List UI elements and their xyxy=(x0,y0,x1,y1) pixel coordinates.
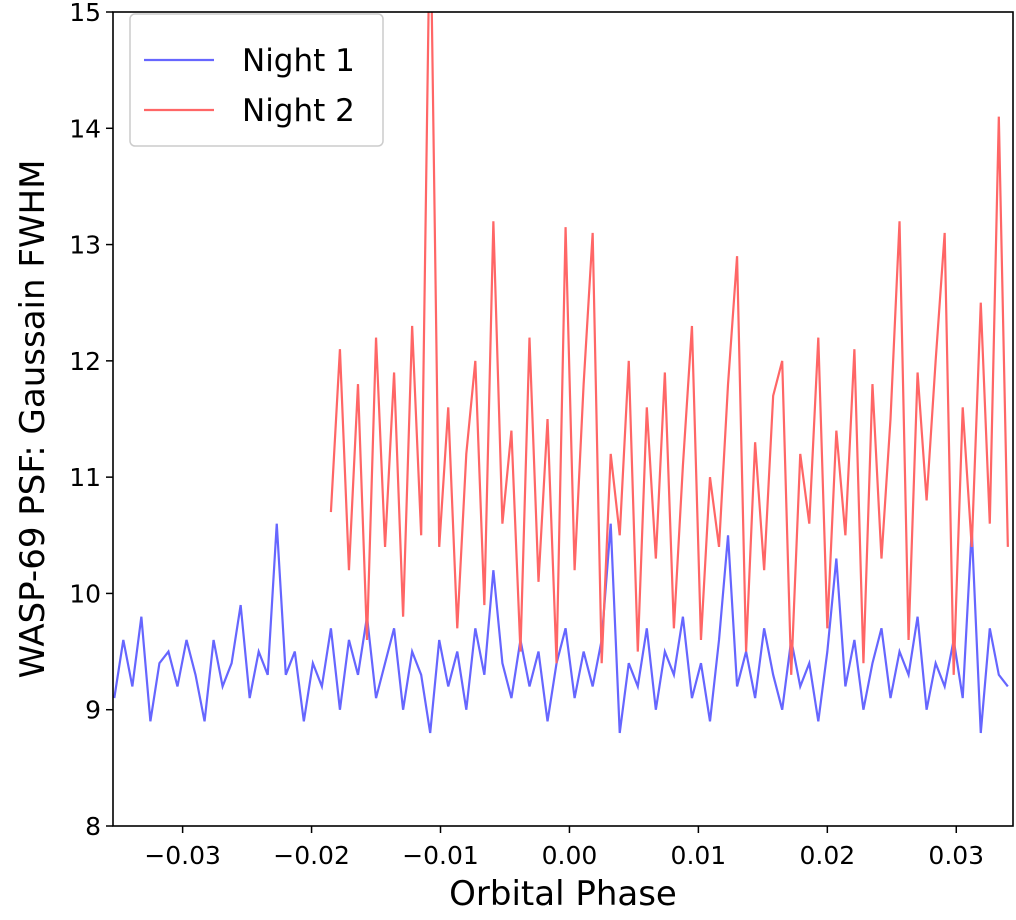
series-line xyxy=(329,12,1009,675)
x-tick-label: 0.02 xyxy=(799,841,855,870)
y-tick-label: 15 xyxy=(69,0,101,27)
legend-box xyxy=(129,13,384,147)
y-tick-label: 14 xyxy=(69,114,101,143)
legend-label: Night 1 xyxy=(242,43,355,79)
x-tick-label: 0.03 xyxy=(928,841,984,870)
x-axis-label: Orbital Phase xyxy=(449,874,677,914)
x-tick-label: −0.02 xyxy=(273,841,350,870)
y-axis-label: WASP-69 PSF: Gaussain FWHM xyxy=(13,160,53,679)
y-tick-label: 10 xyxy=(69,579,101,608)
plot-frame xyxy=(112,11,1014,827)
legend-label: Night 2 xyxy=(242,93,355,129)
y-tick-label: 11 xyxy=(69,463,101,492)
x-tick-label: −0.03 xyxy=(144,841,221,870)
series-line xyxy=(113,523,1009,734)
y-tick-label: 9 xyxy=(85,696,101,725)
x-tick-label: 0.01 xyxy=(671,841,727,870)
y-tick-label: 13 xyxy=(69,231,101,260)
y-tick-label: 8 xyxy=(85,812,101,841)
y-tick-label: 12 xyxy=(69,347,101,376)
x-tick-label: −0.01 xyxy=(402,841,479,870)
plot-lines xyxy=(113,12,1009,734)
x-tick-label: 0.00 xyxy=(542,841,598,870)
